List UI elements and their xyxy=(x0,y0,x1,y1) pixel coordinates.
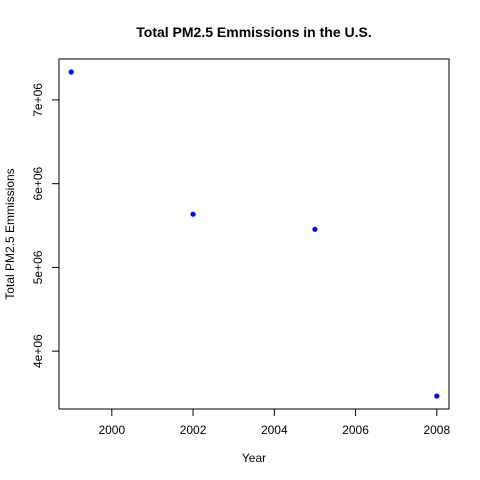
data-point xyxy=(190,212,195,217)
y-tick-label: 4e+06 xyxy=(31,334,45,368)
data-point xyxy=(312,227,317,232)
y-tick-label: 5e+06 xyxy=(31,250,45,284)
x-axis-label: Year xyxy=(242,451,266,465)
y-tick-label: 7e+06 xyxy=(31,83,45,117)
x-tick-label: 2000 xyxy=(98,423,125,437)
x-tick-label: 2008 xyxy=(423,423,450,437)
x-axis: 2000 2002 2004 2006 2008 xyxy=(98,409,450,437)
y-axis-label: Total PM2.5 Emmissions xyxy=(3,168,17,299)
data-point xyxy=(434,393,439,398)
x-tick-label: 2004 xyxy=(261,423,288,437)
y-tick-label: 6e+06 xyxy=(31,166,45,200)
x-tick-label: 2002 xyxy=(180,423,207,437)
plot-frame xyxy=(59,59,449,409)
data-point xyxy=(69,69,74,74)
chart-title: Total PM2.5 Emmissions in the U.S. xyxy=(136,24,371,40)
x-tick-label: 2006 xyxy=(342,423,369,437)
data-points xyxy=(69,69,440,398)
y-axis: 4e+06 5e+06 6e+06 7e+06 xyxy=(31,83,59,368)
